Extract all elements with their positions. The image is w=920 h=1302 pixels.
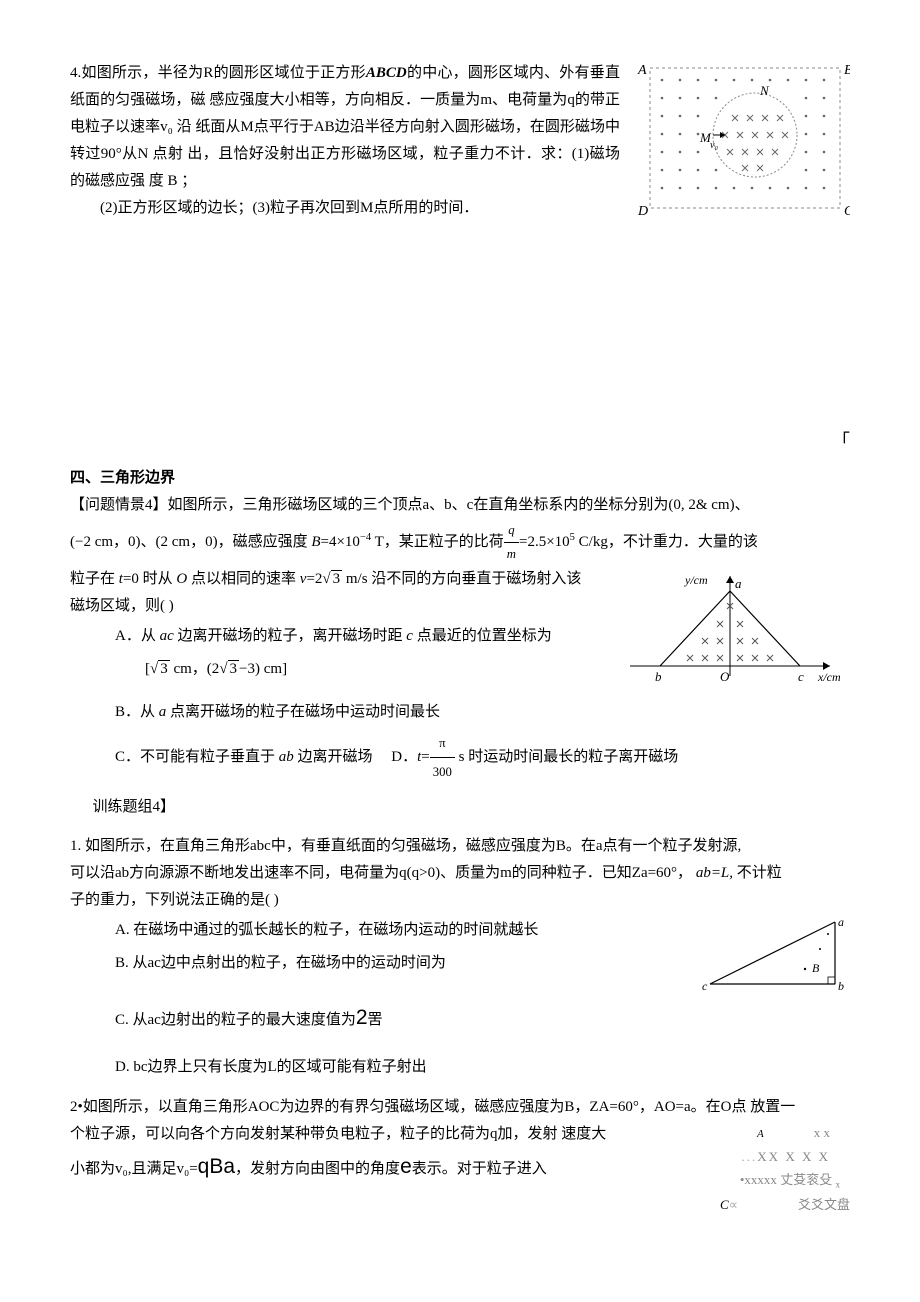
q4-l3b: =0 时从 (123, 571, 176, 587)
p2-e: e (400, 1155, 412, 1178)
q4-sqrt3: 3 (331, 570, 343, 587)
q4-optC-b: 边离开磁场 (294, 749, 373, 765)
q4-optD-a: D． (391, 749, 417, 765)
svg-text:b: b (655, 669, 662, 684)
figure-abcd-square: A B D C M N (630, 60, 850, 225)
svg-text:y/cm: y/cm (684, 573, 708, 587)
q4-optB-a: B．从 (115, 704, 159, 720)
svg-text:N: N (759, 83, 770, 98)
q4-optA-a: A．从 (115, 628, 160, 644)
q4-l3c: 点以相同的速率 (187, 571, 300, 587)
svg-text:D: D (637, 204, 648, 219)
p1-optD: D. bc边界上只有长度为L的区域可能有粒子射出 (115, 1051, 850, 1084)
q4-optC-ab: ab (279, 749, 294, 765)
q4-l3e: m/s 沿不同的方向垂直于磁场射入该 (342, 571, 581, 587)
svg-text:B: B (844, 63, 850, 78)
p1-optC-2: 2 (356, 1006, 368, 1029)
svg-text:c: c (702, 979, 708, 993)
p4-l2b: 沿 (177, 119, 192, 135)
q4-optD-b: = (421, 749, 429, 765)
q4-optA-c: 点最近的位置坐标为 (413, 628, 552, 644)
q4-optA-vc: −3) cm] (239, 661, 287, 677)
q4-l2d: =2.5×10 (519, 534, 570, 550)
q4-optD-num: π (430, 729, 455, 758)
section-4-title: 四、三角形边界 (70, 465, 832, 492)
svg-text:x/cm: x/cm (817, 670, 841, 684)
q4-optD-c: s 时运动时间最长的粒子离开磁场 (455, 749, 678, 765)
q4-optD-den: 300 (430, 758, 455, 786)
svg-text:v₀: v₀ (710, 140, 718, 151)
svg-text:A: A (637, 63, 647, 78)
q4-intro-b: cm)、 (708, 497, 750, 513)
q4-context: 【问题情景4】如图所示，三角形磁场区域的三个顶点a、b、c在直角坐标系内的坐标分… (70, 492, 850, 786)
q4-optA-ac: ac (160, 628, 174, 644)
q4-optA-c2: c (406, 628, 413, 644)
xxx4: 爻爻文盘 (798, 1197, 850, 1212)
p1-l2: 可以沿ab方向源源不断地发出速率不同，电荷量为q(q>0)、质量为m的同种粒子．… (70, 865, 692, 881)
p1-l1: 1. 如图所示，在直角三角形abc中，有垂直纸面的匀强磁场，磁感应强度为B。在a… (70, 833, 850, 860)
p2-qba: qBa (198, 1155, 235, 1178)
q4-l2a: (−2 cm，0)、(2 cm，0)，磁感应强度 (70, 534, 311, 550)
q4-l2b: =4×10 (321, 534, 360, 550)
q4-l4: 磁场区域，则( ) (70, 593, 620, 620)
svg-text:c: c (798, 669, 804, 684)
p4-abcd: ABCD (366, 65, 407, 81)
xxx2: XX X X X (757, 1149, 830, 1164)
training-p2: 2•如图所示，以直角三角形AOC为边界的有界匀强磁场区域，磁感应强度为B，ZA=… (70, 1094, 850, 1217)
p4-l1: 4.如图所示，半径为R的圆形区域位于正方形 (70, 65, 366, 81)
q4-optA: A．从 ac 边离开磁场的粒子，离开磁场时距 c 点最近的位置坐标为 [√3 c… (115, 620, 620, 686)
q4-optA-b: 边离开磁场的粒子，离开磁场时距 (174, 628, 407, 644)
q4-B: B (311, 534, 320, 550)
svg-text:b: b (838, 979, 844, 993)
figure-triangle-abc: a b c O x/cm y/cm (620, 566, 850, 696)
q4-optA-s2: 3 (228, 660, 240, 677)
problem-4: A B D C M N (70, 60, 850, 225)
q4-l2c: T，某正粒子的比荷 (371, 534, 504, 550)
q4-optB-b: 点离开磁场的粒子在磁场中运动时间最长 (166, 704, 440, 720)
q4-optA-s1: 3 (158, 660, 170, 677)
q4-optB: B．从 a 点离开磁场的粒子在磁场中运动时间最长 (115, 696, 850, 729)
p2-l1: 2•如图所示，以直角三角形AOC为边界的有界匀强磁场区域，磁感应强度为B，ZA=… (70, 1094, 850, 1121)
figure-triangle-aoc-scrambled: Ax x ...XX X X X •xxxxx 丈芟衮殳 x C∝爻爻文盘 (660, 1121, 850, 1217)
q4-l3a: 粒子在 (70, 571, 119, 587)
q4-optA-vb: cm，(2 (170, 661, 220, 677)
q4-intro: 【问题情景4】如图所示，三角形磁场区域的三个顶点a、b、c在直角坐标系内的坐标分… (70, 497, 696, 513)
svg-text:O: O (720, 669, 730, 684)
p2-l3b: ，发射方向由图中的角度 (235, 1161, 400, 1177)
training-p1: 1. 如图所示，在直角三角形abc中，有垂直纸面的匀强磁场，磁感应强度为B。在a… (70, 833, 850, 1084)
q4-den: m (504, 543, 519, 566)
p1-optA: A. 在磁场中通过的弧长越长的粒子，在磁场内运动的时间就越长 (115, 914, 700, 947)
svg-text:B: B (812, 961, 820, 975)
training-4-title: 训练题组4】 (93, 794, 851, 821)
xxx3b: 丈芟衮殳 (780, 1172, 832, 1187)
p1-l2b: 不计粒 (737, 865, 782, 881)
p4-v0: v₀ (160, 119, 173, 135)
q4-l2e: C/kg，不计重力．大量的该 (575, 534, 758, 550)
svg-text:a: a (838, 915, 844, 929)
p2-l3c: 表示。对于粒子进入 (412, 1161, 547, 1177)
q4-l3d: =2 (306, 571, 322, 587)
q4-O: O (176, 571, 187, 587)
p2-l2: 个粒子源，可以向各个方向发射某种带负电粒子，粒子的比荷为q加，发射 速度大 (70, 1121, 660, 1148)
q4-exp: −4 (360, 532, 371, 543)
q4-num: q (504, 519, 519, 543)
p1-optC: C. 从ac边射出的粒子的最大速度值为2罟 (115, 995, 700, 1041)
xxx3: •xxxxx (740, 1172, 777, 1187)
q4-optC-a: C．不可能有粒子垂直于 (115, 749, 279, 765)
figure-right-triangle-abc: a b c B (700, 914, 850, 999)
p1-ab: ab=L, (696, 865, 733, 881)
p4-l5: B ； (168, 173, 197, 189)
q4-optCD: C．不可能有粒子垂直于 ab 边离开磁场 D．t=π300 s 时运动时间最长的… (115, 729, 850, 786)
p1-l3: 子的重力，下列说法正确的是( ) (70, 887, 850, 914)
svg-text:a: a (735, 576, 742, 591)
p1-optC-b: 罟 (368, 1012, 383, 1028)
p1-optC-a: C. 从ac边射出的粒子的最大速度值为 (115, 1012, 356, 1028)
p2-l3a: 小都为v₀,且满足v₀= (70, 1161, 198, 1177)
p1-optB: B. 从ac边中点射出的粒子，在磁场中的运动时间为 (115, 947, 700, 980)
svg-text:C: C (844, 204, 850, 219)
